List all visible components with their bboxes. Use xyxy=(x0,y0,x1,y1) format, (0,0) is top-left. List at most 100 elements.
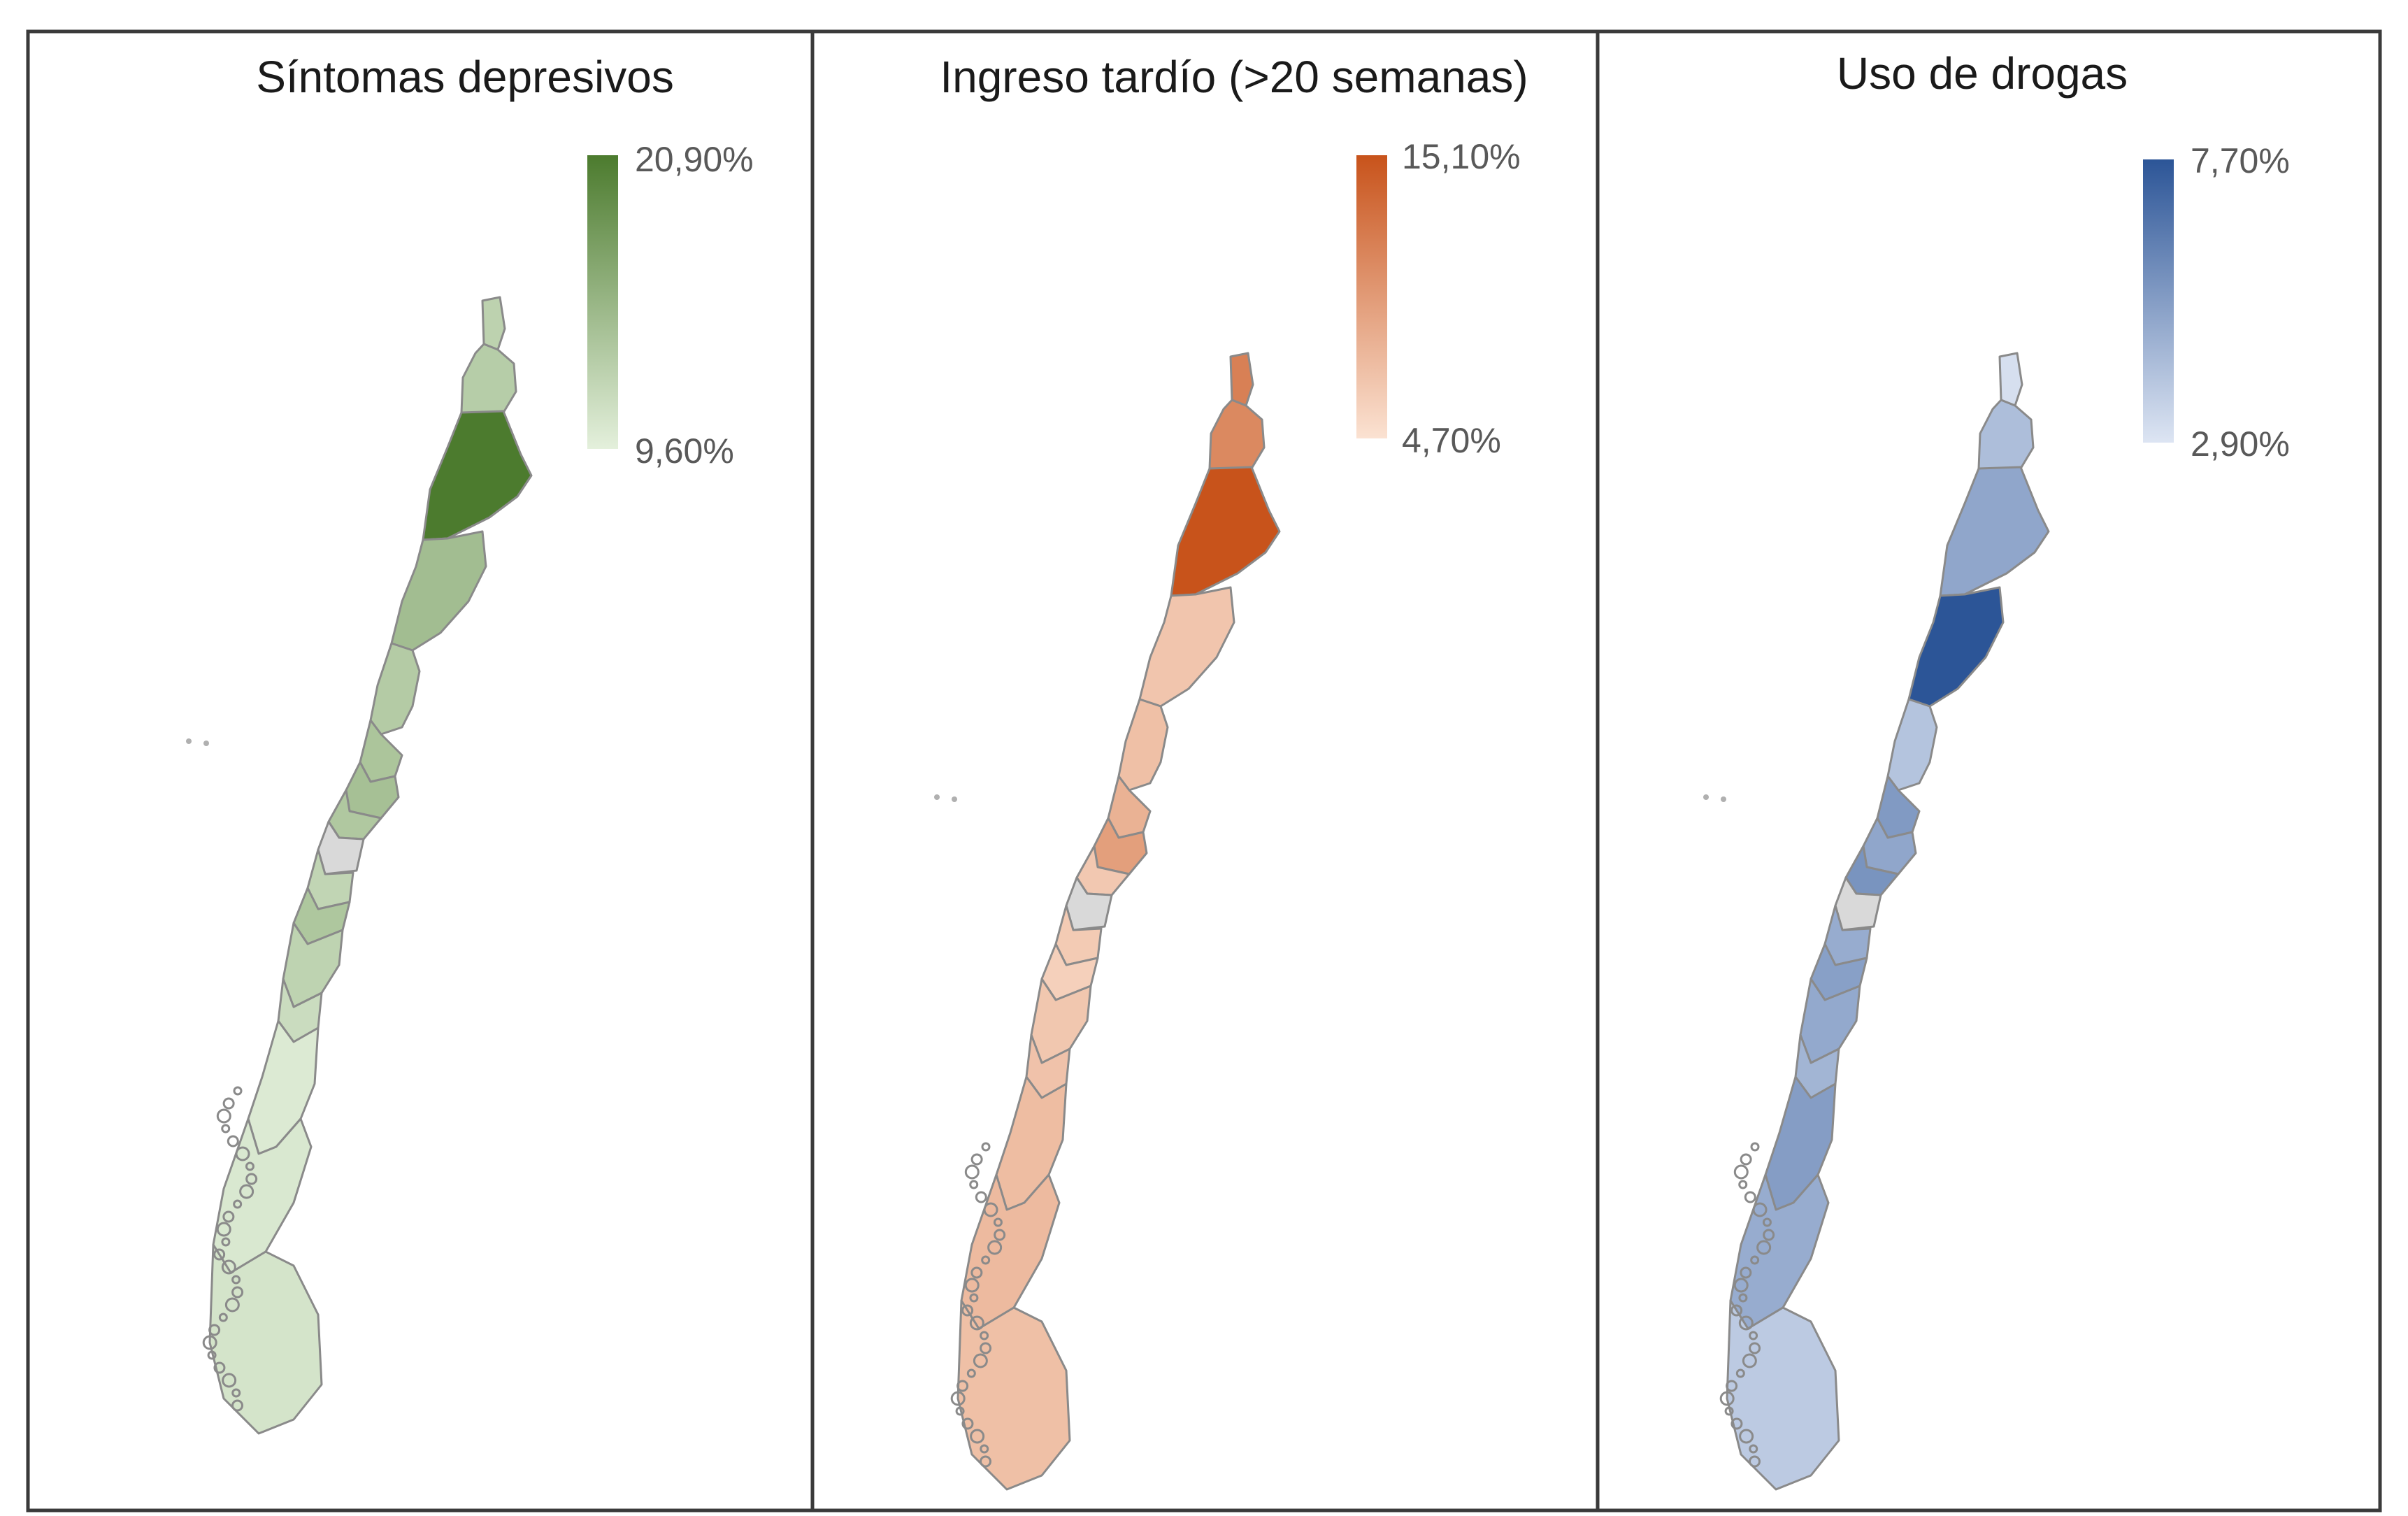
coastal-island xyxy=(222,1373,237,1388)
coastal-island xyxy=(981,1142,991,1152)
coastal-island xyxy=(1738,1293,1748,1303)
coastal-island xyxy=(987,1240,1003,1255)
coastal-island xyxy=(1763,1229,1775,1241)
coastal-island xyxy=(222,1210,235,1223)
coastal-island xyxy=(235,1146,250,1161)
panel-title: Uso de drogas xyxy=(1837,48,2128,99)
region-atacama xyxy=(390,530,487,652)
coastal-island xyxy=(231,1275,241,1285)
legend-max-label: 7,70% xyxy=(2191,141,2290,180)
legend-min-label: 4,70% xyxy=(1402,421,1501,460)
coastal-island xyxy=(221,1124,231,1134)
coastal-island xyxy=(1738,1315,1754,1331)
coastal-island xyxy=(961,1304,974,1317)
coastal-island xyxy=(994,1229,1006,1241)
chile-region-map xyxy=(1703,352,2050,1491)
offshore-island xyxy=(934,794,940,800)
coastal-island xyxy=(1733,1278,1749,1293)
legend-gradient-bar xyxy=(587,155,618,449)
coastal-island xyxy=(980,1455,992,1468)
coastal-island xyxy=(216,1108,231,1124)
offshore-island xyxy=(1721,796,1726,802)
region-antofagasta xyxy=(422,410,533,541)
coastal-island xyxy=(1730,1417,1743,1430)
coastal-island xyxy=(213,1248,226,1261)
region-atacama xyxy=(1138,586,1235,708)
coastal-island xyxy=(1749,1455,1761,1468)
coastal-island xyxy=(218,1313,228,1322)
legend-gradient-bar xyxy=(1356,155,1387,438)
map-panel-depresivos: Síntomas depresivos 20,90% 9,60% xyxy=(186,52,754,1435)
coastal-island xyxy=(1735,1368,1745,1378)
coastal-island xyxy=(980,1331,989,1340)
coastal-island xyxy=(956,1380,969,1392)
coastal-island xyxy=(233,1199,243,1209)
coastal-island xyxy=(1744,1191,1756,1203)
coastal-island xyxy=(955,1406,965,1416)
coastal-island xyxy=(221,1259,236,1275)
region-antofagasta xyxy=(1170,466,1281,597)
coastal-island xyxy=(1750,1255,1760,1265)
legend-max-label: 20,90% xyxy=(635,140,754,179)
map-panel-drogas: Uso de drogas 7,70% 2,90% xyxy=(1703,48,2290,1491)
coastal-island xyxy=(1749,1444,1758,1454)
coastal-island xyxy=(216,1222,231,1237)
coastal-island xyxy=(231,1286,244,1299)
coastal-island xyxy=(981,1255,991,1265)
coastal-island xyxy=(983,1202,998,1217)
region-coquimbo xyxy=(1117,698,1169,792)
coastal-island xyxy=(980,1444,989,1454)
region-coquimbo xyxy=(1886,698,1938,792)
coastal-island xyxy=(1739,1429,1754,1444)
legend-gradient-bar xyxy=(2143,159,2174,443)
coastal-island xyxy=(213,1361,226,1374)
legend-min-label: 9,60% xyxy=(635,431,734,471)
coastal-island xyxy=(231,1399,244,1412)
coastal-island xyxy=(961,1417,974,1430)
coastal-island xyxy=(964,1164,980,1180)
offshore-island xyxy=(1703,794,1709,800)
coastal-island xyxy=(1719,1391,1735,1406)
coastal-island xyxy=(227,1135,239,1147)
region-antofagasta xyxy=(1939,466,2050,597)
legend-min-label: 2,90% xyxy=(2191,424,2290,464)
coastal-island xyxy=(1750,1142,1760,1152)
figure-frame xyxy=(26,29,2382,1513)
coastal-island xyxy=(980,1342,992,1354)
coastal-island xyxy=(964,1278,980,1293)
offshore-island xyxy=(203,741,209,746)
coastal-island xyxy=(202,1335,217,1350)
coastal-island xyxy=(207,1350,217,1360)
coastal-island xyxy=(245,1161,255,1171)
panel-title: Ingreso tardío (>20 semanas) xyxy=(940,52,1528,102)
coastal-island xyxy=(221,1237,231,1247)
region-magallanes xyxy=(1726,1299,1840,1491)
coastal-island xyxy=(969,1293,979,1303)
coastal-island xyxy=(224,1297,240,1313)
panel-title: Síntomas depresivos xyxy=(256,52,674,102)
offshore-island xyxy=(952,796,957,802)
coastal-island xyxy=(222,1097,235,1110)
coastal-island xyxy=(233,1086,243,1096)
coastal-island xyxy=(969,1315,984,1331)
coastal-island xyxy=(1749,1342,1761,1354)
coastal-island xyxy=(1724,1406,1734,1416)
coastal-island xyxy=(1733,1164,1749,1180)
coastal-island xyxy=(950,1391,966,1406)
coastal-island xyxy=(975,1191,987,1203)
chile-region-map xyxy=(934,352,1281,1491)
coastal-island xyxy=(970,1266,983,1279)
coastal-island xyxy=(1762,1217,1772,1227)
region-arica-y-parinacota xyxy=(1229,352,1254,407)
chile-region-map xyxy=(186,296,533,1435)
coastal-island xyxy=(966,1368,976,1378)
region-arica-y-parinacota xyxy=(481,296,506,351)
coastal-island xyxy=(239,1184,255,1199)
coastal-island xyxy=(245,1173,258,1185)
coastal-island xyxy=(208,1324,221,1336)
region-magallanes xyxy=(208,1243,323,1435)
coastal-island xyxy=(1752,1202,1768,1217)
coastal-island xyxy=(1738,1180,1748,1189)
map-panel-ingreso: Ingreso tardío (>20 semanas) 15,10% 4,70… xyxy=(934,52,1528,1491)
